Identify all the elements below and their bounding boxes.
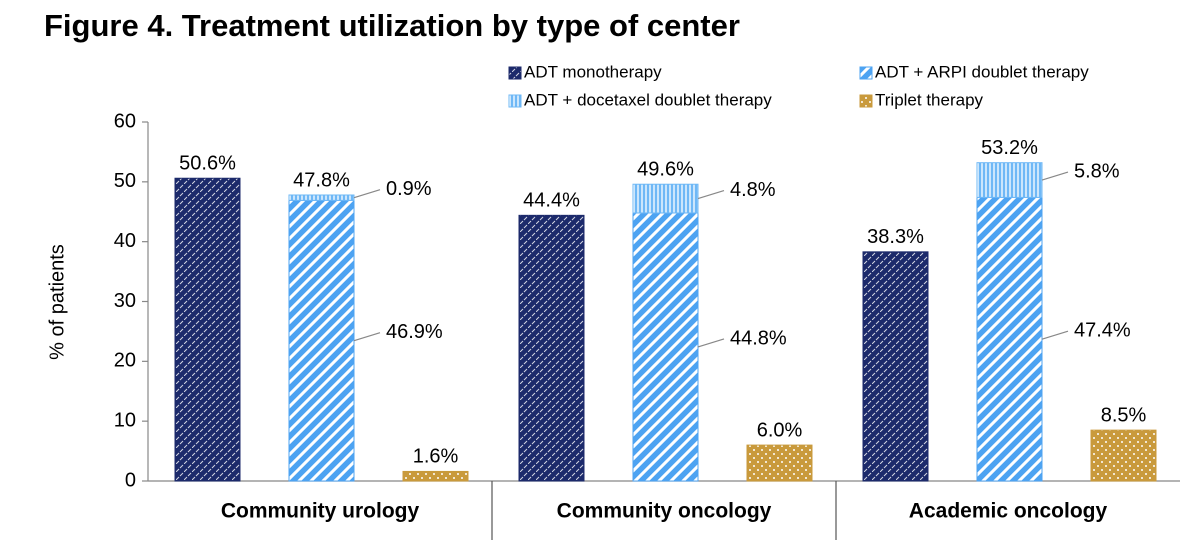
bar: [288, 194, 355, 201]
data-label: 0.9%: [386, 178, 432, 200]
y-tick-label: 0: [125, 469, 136, 491]
bar: [862, 251, 929, 482]
y-tick-label: 10: [114, 409, 136, 431]
bar: [288, 199, 355, 482]
legend-swatch: [508, 66, 522, 80]
bar: [402, 470, 469, 482]
data-label: 44.8%: [730, 327, 787, 349]
x-tick-label: Academic oncology: [909, 500, 1108, 523]
legend-swatch: [859, 66, 873, 80]
leader-line: [1041, 171, 1069, 181]
leader-line: [353, 189, 381, 199]
leader-line: [1041, 330, 1069, 340]
stack-total-label: 49.6%: [637, 159, 694, 181]
data-label: 1.6%: [413, 446, 459, 468]
leader-line: [697, 190, 725, 200]
bar: [632, 183, 699, 214]
legend-label: ADT + ARPI doublet therapy: [875, 62, 1089, 81]
legend-label: ADT + docetaxel doublet therapy: [524, 90, 772, 109]
legend-label: Triplet therapy: [875, 90, 984, 109]
data-label: 8.5%: [1101, 404, 1147, 426]
data-label: 5.8%: [1074, 160, 1120, 182]
legend-swatch: [859, 94, 873, 108]
x-tick-label: Community oncology: [557, 500, 772, 523]
leader-line: [697, 338, 725, 348]
data-label: 46.9%: [386, 321, 443, 343]
y-tick-label: 30: [114, 290, 136, 312]
bar: [1090, 429, 1157, 482]
stack-total-label: 53.2%: [981, 137, 1038, 159]
chart-title: Figure 4. Treatment utilization by type …: [44, 8, 740, 43]
bar: [518, 214, 585, 482]
data-label: 6.0%: [757, 419, 803, 441]
bar: [976, 196, 1043, 482]
bar: [976, 162, 1043, 198]
leader-line: [353, 332, 381, 342]
legend-swatch: [508, 94, 522, 108]
stack-total-label: 47.8%: [293, 169, 350, 191]
y-tick-label: 20: [114, 350, 136, 372]
bar: [174, 177, 241, 482]
y-tick-label: 60: [114, 110, 136, 132]
y-tick-label: 50: [114, 170, 136, 192]
data-label: 47.4%: [1074, 319, 1131, 341]
data-label: 50.6%: [179, 153, 236, 175]
legend-label: ADT monotherapy: [524, 62, 662, 81]
data-label: 4.8%: [730, 179, 776, 201]
y-tick-label: 40: [114, 230, 136, 252]
data-label: 38.3%: [867, 226, 924, 248]
data-label: 44.4%: [523, 190, 580, 212]
x-tick-label: Community urology: [221, 500, 420, 523]
y-axis-label: % of patients: [46, 244, 68, 360]
bar: [632, 212, 699, 482]
bar: [746, 444, 813, 482]
